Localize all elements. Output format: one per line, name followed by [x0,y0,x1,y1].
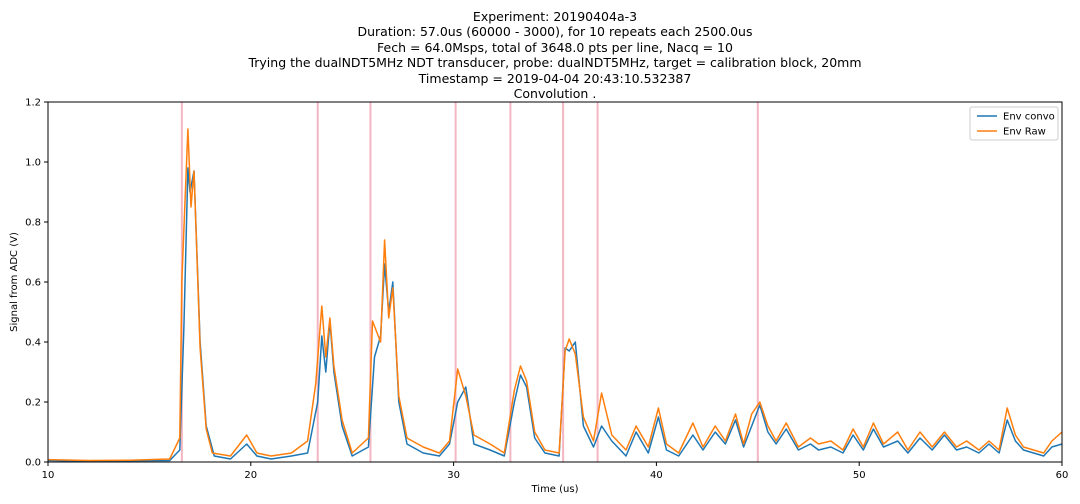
x-tick-label: 30 [447,470,460,481]
x-tick-label: 50 [853,470,866,481]
y-tick-label: 0.6 [25,278,41,289]
y-axis: 0.0 0.2 0.4 0.6 0.8 1.0 1.2 [25,98,48,469]
title-line: Trying the dualNDT5MHz NDT transducer, p… [248,55,862,71]
y-tick-label: 0.8 [25,218,41,229]
series-line-env-convo [47,167,1063,462]
x-axis: 10 20 30 40 50 60 [42,462,1069,481]
series-lines [47,128,1063,462]
y-tick-label: 0.4 [25,338,41,349]
x-axis-label: Time (us) [530,484,578,495]
plot-frame [47,101,1063,463]
x-tick-label: 60 [1056,470,1069,481]
vertical-markers [180,102,759,462]
x-tick-label: 20 [244,470,257,481]
y-axis-label: Signal from ADC (V) [9,232,20,332]
legend-label-env-convo: Env convo [1003,112,1055,123]
title-line: Convolution . [513,86,597,102]
y-tick-label: 0.2 [25,398,41,409]
legend: Env convo Env Raw [969,106,1059,141]
title-line: Timestamp = 2019-04-04 20:43:10.532387 [418,70,692,86]
y-tick-label: 1.0 [25,158,41,169]
y-tick-label: 0.0 [25,458,41,469]
legend-label-env-raw: Env Raw [1003,127,1046,138]
x-tick-label: 10 [42,470,55,481]
title-line: Fech = 64.0Msps, total of 3648.0 pts per… [377,39,733,55]
x-tick-label: 40 [650,470,663,481]
chart-title: Experiment: 20190404a-3 Duration: 57.0us… [0,9,1080,101]
y-tick-label: 1.2 [25,98,41,109]
series-line-env-raw [47,128,1063,462]
title-line: Duration: 57.0us (60000 - 3000), for 10 … [357,24,753,40]
title-line: Experiment: 20190404a-3 [472,9,638,24]
